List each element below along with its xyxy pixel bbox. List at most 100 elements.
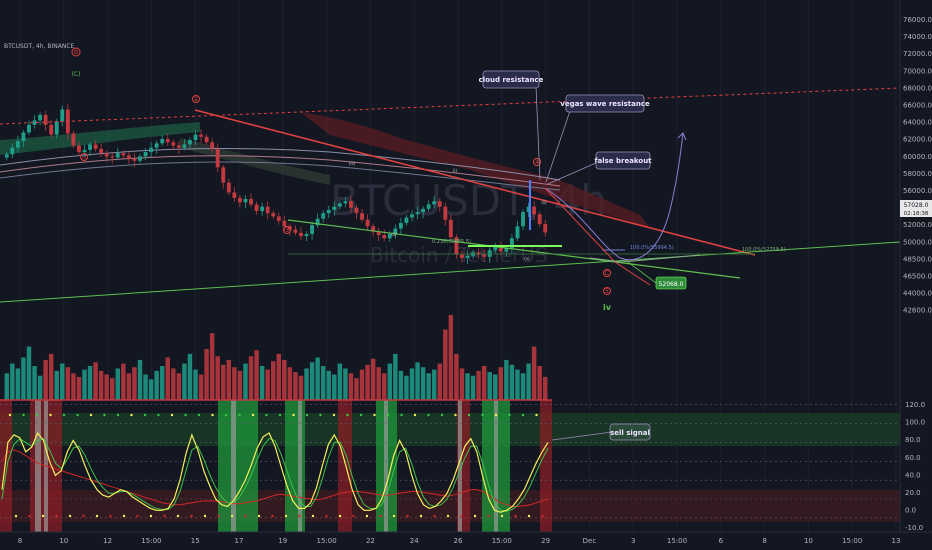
callout-false-breakout[interactable]: false breakout <box>547 151 652 185</box>
candle-body <box>249 198 253 205</box>
volume-bar <box>470 375 476 400</box>
osc-signal-dot <box>176 514 180 518</box>
target-price-text: 52068.0 <box>659 281 684 288</box>
price-axis-label: 50000.0 <box>903 238 932 246</box>
osc-signal-dot <box>332 413 336 417</box>
ichimoku-cloud-green <box>0 122 200 155</box>
time-axis[interactable]: 8 10 12 15:00 15 17 19 15:00 22 24 26 15:00 29 Dec 3 15… <box>18 537 901 545</box>
callout-vegas-pointer <box>545 104 573 183</box>
price-axis-label: 42600.0 <box>903 307 932 315</box>
osc-signal-dot <box>170 413 174 417</box>
time-axis-label: 10 <box>804 537 813 545</box>
osc-signal-dot <box>190 514 193 518</box>
countdown-text: 02:18:38 <box>904 211 929 217</box>
volume-bar <box>193 369 198 400</box>
volume-bar <box>187 353 193 400</box>
volume-bar <box>71 373 76 400</box>
resistance-trendline <box>194 109 756 256</box>
wave-label-3: 3 <box>285 227 289 234</box>
osc-signal-dot <box>257 514 261 518</box>
osc-signal-dot <box>500 514 504 518</box>
candle-body <box>126 155 131 159</box>
volume-bar <box>148 379 154 400</box>
candle-body <box>337 203 342 207</box>
osc-axis-label: -10.0 <box>905 524 923 532</box>
price-axis[interactable]: 76000.0 74000.0 72000.0 70000.0 68000.0 66000… <box>899 0 932 532</box>
candle-body <box>460 254 464 258</box>
volume-bar <box>165 357 170 400</box>
volume-bar <box>132 367 137 400</box>
target-price-box <box>655 276 687 290</box>
candle-body <box>315 218 320 226</box>
current-price-text: 57028.0 <box>904 202 929 209</box>
candle-body <box>543 224 548 233</box>
volume-bar <box>309 362 315 400</box>
osc-signal-dot <box>211 413 214 417</box>
volume-bar <box>393 353 398 400</box>
candle-body <box>404 217 409 224</box>
wave-marker-2 <box>192 95 200 103</box>
volume-bar <box>10 363 15 400</box>
volume-bar <box>543 376 548 400</box>
volume-bar <box>87 366 93 400</box>
candle-body <box>143 152 148 157</box>
volume-bar <box>476 370 481 400</box>
candle-body <box>88 144 92 150</box>
osc-axis-label: 120.0 <box>905 401 925 409</box>
osc-signal-dot <box>68 514 72 518</box>
osc-signal-dot <box>419 514 423 518</box>
volume-bar <box>226 359 232 400</box>
volume-bar <box>248 356 254 400</box>
vegas-ma-3 <box>0 161 561 191</box>
volume-bar <box>60 363 65 400</box>
osc-signal-dot <box>217 514 220 518</box>
wave-label-2: 2 <box>194 96 198 103</box>
osc-overbought-zone <box>0 413 900 446</box>
osc-axis-label: 80.0 <box>905 436 921 444</box>
callout-cloud-resistance[interactable]: cloud resistance <box>479 70 544 181</box>
candle-body <box>382 235 387 239</box>
candle-body <box>154 143 159 148</box>
osc-signal-dot <box>514 514 517 518</box>
volume-bar <box>171 368 176 400</box>
osc-axis-label: 100.0 <box>905 419 925 427</box>
callout-vegas-resistance[interactable]: vegas wave resistance <box>545 94 650 183</box>
candle-body <box>387 233 392 239</box>
candle-body <box>310 225 315 234</box>
time-axis-label: 6 <box>719 537 724 545</box>
volume-bar <box>437 363 442 400</box>
osc-neutral-zone <box>458 400 462 532</box>
candle-body <box>215 148 220 168</box>
price-axis-label: 70000.0 <box>903 67 932 75</box>
candle-body <box>509 238 514 249</box>
volume-bar <box>481 366 487 400</box>
time-axis-label: 15:00 <box>317 537 337 545</box>
candle-body <box>15 141 20 148</box>
projection-path-up <box>544 132 684 261</box>
candle-body <box>493 247 498 251</box>
callout-sell-signal[interactable]: sell signal <box>551 423 651 441</box>
candle-body <box>60 109 65 122</box>
osc-signal-dot <box>535 413 538 417</box>
volume-bar <box>370 358 376 400</box>
candle-body <box>221 167 226 183</box>
volume-bar <box>65 367 71 400</box>
volume-bar <box>493 374 498 400</box>
candle-body <box>76 145 81 153</box>
osc-axis-label: 20.0 <box>905 489 921 497</box>
volume-bar <box>43 359 48 400</box>
osc-signal-dot <box>319 413 322 417</box>
osc-signal-dot <box>251 413 255 417</box>
volume-bar <box>21 357 26 400</box>
volume-bar <box>431 369 437 400</box>
candle-body <box>476 252 481 255</box>
osc-signal-dot <box>55 514 58 518</box>
osc-signal-dot <box>494 413 498 417</box>
candle-body <box>199 134 204 137</box>
osc-signal-dot <box>95 514 99 518</box>
volume-bar <box>454 353 459 400</box>
candle-body <box>160 138 165 144</box>
osc-signal-dot <box>284 514 288 518</box>
volume-bar <box>487 372 492 400</box>
